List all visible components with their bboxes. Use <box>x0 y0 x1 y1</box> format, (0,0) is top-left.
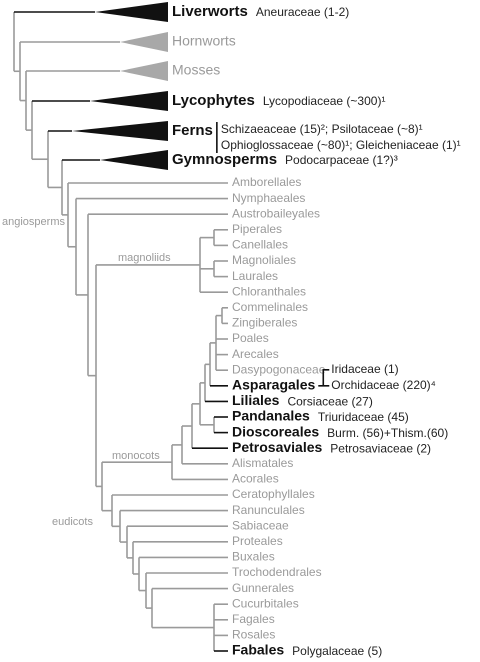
order-name: Zingiberales <box>232 316 297 330</box>
order-name: Magnoliales <box>232 253 296 267</box>
order-name: Canellales <box>232 238 288 252</box>
lineage-name: Ferns <box>172 122 213 139</box>
clade-wedge <box>100 150 168 170</box>
clade-wedge <box>95 2 168 22</box>
order-name: Poales <box>232 331 269 345</box>
order-note: Corsiaceae (27) <box>287 395 372 409</box>
order-name-highlight: Pandanales <box>232 408 310 424</box>
order-name: Commelinales <box>232 300 308 314</box>
lineage-name: Liverworts <box>172 3 248 20</box>
order-name: Acorales <box>232 472 279 486</box>
order-name: Fagales <box>232 612 275 626</box>
order-name-highlight: Dioscoreales <box>232 423 319 439</box>
order-note: Orchidaceae (220)⁴ <box>331 378 436 392</box>
order-name: Ceratophyllales <box>232 487 315 501</box>
order-note: Polygalaceae (5) <box>292 644 382 658</box>
order-name-highlight: Petrosaviales <box>232 439 322 455</box>
clade-wedge <box>72 121 168 141</box>
order-name: Austrobaileyales <box>232 206 320 220</box>
order-name-highlight: Asparagales <box>232 377 315 393</box>
lineage-name: Mosses <box>172 62 220 78</box>
order-name: Proteales <box>232 534 283 548</box>
order-name: Sabiaceae <box>232 518 289 532</box>
order-name: Buxales <box>232 550 275 564</box>
order-name: Cucurbitales <box>232 596 299 610</box>
order-name: Trochodendrales <box>232 565 322 579</box>
clade-label: eudicots <box>52 516 93 528</box>
order-name: Piperales <box>232 222 282 236</box>
order-name: Nymphaeales <box>232 191 305 205</box>
branch <box>318 369 330 387</box>
order-note: Triuridaceae (45) <box>318 410 409 424</box>
order-name: Arecales <box>232 347 279 361</box>
lineage-note: Lycopodiaceae (~300)¹ <box>263 94 386 108</box>
clade-label: magnoliids <box>118 252 171 264</box>
order-name-highlight: Fabales <box>232 642 284 658</box>
lineage-note: Schizaeaceae (15)²; Psilotaceae (~8)¹ <box>221 122 423 136</box>
clade-wedge <box>120 61 168 81</box>
clade-wedge <box>90 91 168 111</box>
clade-wedge <box>120 32 168 52</box>
lineage-name: Gymnosperms <box>172 151 277 168</box>
order-name: Dasypogonaceae <box>232 362 326 376</box>
order-name: Laurales <box>232 269 278 283</box>
order-note: Burm. (56)+Thism.(60) <box>327 426 448 440</box>
order-name: Alismatales <box>232 456 293 470</box>
lineage-note: Aneuraceae (1-2) <box>256 5 349 19</box>
lineage-name: Hornworts <box>172 33 236 49</box>
order-name: Gunnerales <box>232 581 294 595</box>
lineage-note: Ophioglossaceae (~80)¹; Gleicheniaceae (… <box>221 138 461 152</box>
order-note: Iridaceae (1) <box>331 362 398 376</box>
order-name: Amborellales <box>232 175 301 189</box>
order-name: Chloranthales <box>232 284 306 298</box>
lineage-name: Lycophytes <box>172 92 255 109</box>
order-name-highlight: Liliales <box>232 392 280 408</box>
clade-label: angiosperms <box>2 216 65 228</box>
order-name: Rosales <box>232 628 275 642</box>
lineage-note: Podocarpaceae (1?)³ <box>285 153 398 167</box>
order-note: Petrosaviaceae (2) <box>330 441 431 455</box>
clade-label: monocots <box>112 450 160 462</box>
order-name: Ranunculales <box>232 503 305 517</box>
